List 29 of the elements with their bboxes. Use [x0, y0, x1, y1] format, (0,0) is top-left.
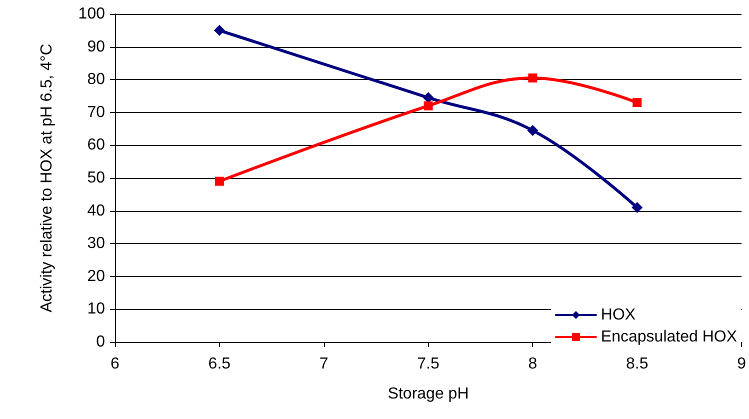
- y-tick-label: 90: [87, 38, 106, 56]
- y-tick-label: 80: [87, 71, 106, 88]
- x-tick-label: 6.5: [208, 356, 231, 372]
- x-tick-label: 9: [737, 356, 746, 372]
- y-tick-label: 0: [96, 334, 106, 350]
- y-tick-label: 100: [78, 6, 106, 22]
- x-tick-label: 7.5: [417, 356, 440, 372]
- x-tick-label: 8.5: [626, 356, 648, 372]
- point: [632, 98, 642, 108]
- y-tick-label: 10: [87, 300, 106, 318]
- point: [527, 124, 538, 136]
- x-tick-label: 7: [319, 356, 328, 372]
- legend-label: HOX: [600, 306, 636, 324]
- x-tick-label: 8: [528, 356, 538, 372]
- y-tick-label: 20: [87, 268, 106, 285]
- y-tick-label: 30: [87, 235, 106, 252]
- y-tick-label: 70: [87, 104, 106, 121]
- y-tick-label: 60: [87, 136, 106, 154]
- point: [528, 73, 538, 82]
- legend-label: Encapsulated HOX: [600, 328, 738, 346]
- point: [214, 24, 225, 36]
- point: [214, 176, 224, 186]
- point: [632, 202, 643, 214]
- x-tick-label: 6: [110, 356, 120, 372]
- point: [424, 101, 433, 110]
- y-tick-label: 40: [87, 202, 106, 220]
- y-tick-label: 50: [87, 170, 106, 186]
- x-axis-title: Storage pH: [388, 386, 469, 402]
- y-axis-title: Activity relative to HOX at pH 6.5, 4°C: [38, 44, 56, 312]
